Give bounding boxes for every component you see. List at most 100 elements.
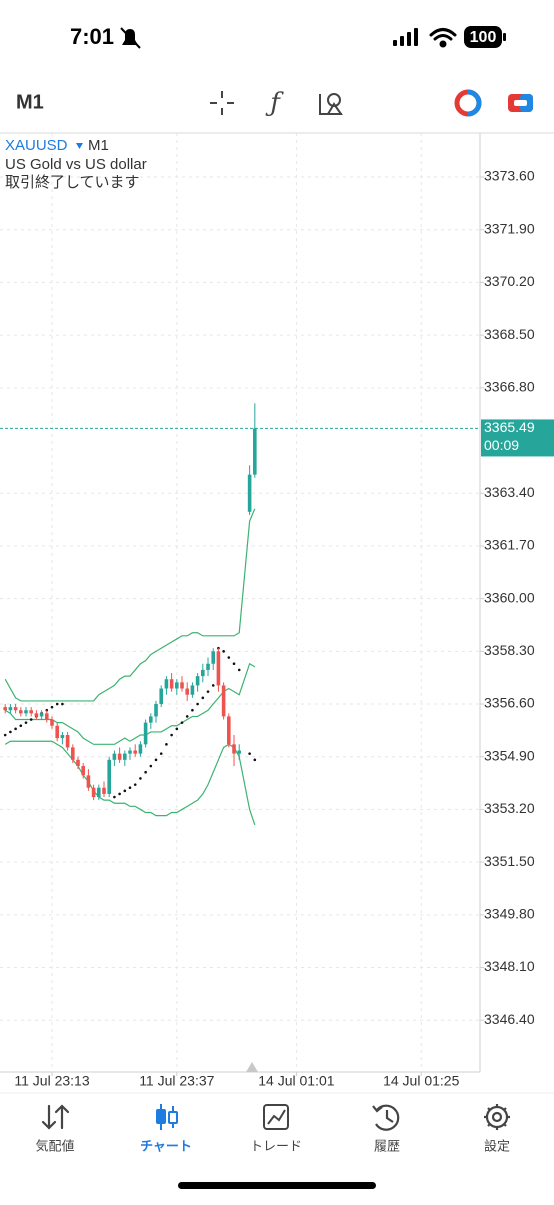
chart-tab-icon[interactable] [156, 1104, 178, 1130]
chart-timeframe: M1 [88, 137, 109, 154]
current-price-label: 3365.49 [484, 419, 535, 435]
candle-body [206, 663, 210, 670]
candle-body [50, 719, 54, 726]
sar-dot [144, 770, 147, 774]
candle-body [117, 753, 122, 760]
bell-off-icon [120, 27, 141, 49]
symbol-description: US Gold vs US dollar [5, 156, 147, 173]
sar-dot [191, 708, 194, 712]
candle-body [86, 775, 91, 788]
y-tick-label: 3353.20 [484, 800, 535, 816]
candle-body [247, 474, 252, 512]
y-tick-label: 3368.50 [484, 326, 535, 342]
sar-dot [196, 702, 199, 706]
symbol-dropdown[interactable] [76, 143, 83, 149]
candle-body [221, 685, 226, 717]
candle-body [232, 744, 236, 754]
candle-body [149, 716, 153, 723]
one-click-trading-button[interactable] [508, 94, 533, 112]
band-middle [4, 662, 256, 745]
history-tab-icon[interactable] [372, 1104, 400, 1131]
tab-label[interactable]: 気配値 [35, 1138, 74, 1153]
y-tick-label: 3360.00 [484, 589, 535, 605]
y-tick-label: 3346.40 [484, 1011, 535, 1027]
market-status: 取引終了しています [5, 174, 140, 191]
sar-dot [14, 727, 17, 731]
sar-dot [227, 656, 231, 659]
y-tick-label: 3373.60 [484, 168, 535, 184]
sar-dot [175, 727, 179, 731]
quotes-tab-icon[interactable] [41, 1104, 70, 1130]
candle-body [107, 759, 112, 794]
candle-body [39, 713, 44, 717]
candle-body [253, 428, 257, 475]
sar-dot [232, 662, 236, 666]
crosshair-button[interactable] [210, 91, 234, 115]
candle-body [97, 787, 101, 798]
symbol[interactable]: XAUUSD [5, 137, 68, 154]
candle-body [3, 707, 8, 711]
current-price-tag [481, 419, 554, 457]
band-upper [4, 508, 256, 702]
y-tick-label: 3363.40 [484, 484, 535, 500]
candle-body [13, 707, 18, 711]
tab-label[interactable]: チャート [140, 1138, 192, 1153]
y-tick-label: 3354.90 [484, 747, 535, 763]
battery-tip [503, 33, 506, 41]
indicators-button[interactable]: ƒ [265, 88, 284, 118]
sar-dot [201, 696, 205, 700]
sar-dot [159, 752, 163, 755]
sar-dot [165, 743, 168, 746]
sar-dot [248, 752, 251, 755]
plot-area[interactable] [0, 133, 480, 1072]
sar-dot [211, 684, 215, 687]
sar-dot [237, 668, 241, 672]
sar-dot [29, 718, 33, 721]
y-tick-label: 3349.80 [484, 906, 535, 922]
scroll-marker[interactable] [246, 1062, 258, 1072]
tab-label[interactable]: 履歴 [374, 1138, 400, 1153]
y-tick-label: 3348.10 [484, 958, 535, 974]
candle-body [154, 704, 158, 717]
settings-tab-icon[interactable] [484, 1104, 510, 1130]
objects-button[interactable] [319, 93, 343, 115]
sar-dot [180, 721, 184, 724]
candle-body [8, 707, 13, 711]
y-tick-label: 3356.60 [484, 695, 535, 711]
sar-dot [118, 792, 121, 796]
candle-body [195, 676, 200, 686]
candle-body [45, 713, 49, 720]
sar-dot [9, 730, 12, 734]
sar-dot [170, 733, 173, 737]
candle-body [175, 682, 179, 689]
candle-body [211, 651, 216, 664]
clock: 7:01 [70, 24, 114, 49]
sar-dot [61, 702, 64, 706]
sar-dot [3, 733, 7, 737]
candle-body [227, 716, 231, 745]
timeframe-button[interactable]: M1 [16, 91, 44, 113]
candle-body [19, 710, 23, 714]
y-tick-label: 3361.70 [484, 537, 535, 553]
sar-dot [206, 690, 210, 693]
sar-dot [128, 786, 132, 790]
candle-body [112, 753, 117, 760]
trade-tab-icon[interactable] [263, 1104, 289, 1130]
y-tick-label: 3366.80 [484, 379, 535, 395]
candle-body [60, 735, 65, 739]
sar-dot [50, 705, 54, 709]
candle-body [138, 744, 143, 754]
candle-body [102, 787, 106, 794]
sar-dot [24, 721, 28, 724]
tab-labels: 気配値 チャート トレード 履歴 設定 [35, 1138, 510, 1153]
candle-body [190, 685, 195, 695]
tab-label[interactable]: トレード [250, 1138, 302, 1153]
tab-label[interactable]: 設定 [484, 1138, 510, 1153]
trading-signals-button[interactable] [454, 89, 482, 117]
candle-body [34, 713, 39, 717]
candle-body [185, 688, 190, 695]
wifi-icon [429, 28, 457, 48]
sar-dot [185, 715, 189, 718]
sar-dot [113, 795, 116, 799]
